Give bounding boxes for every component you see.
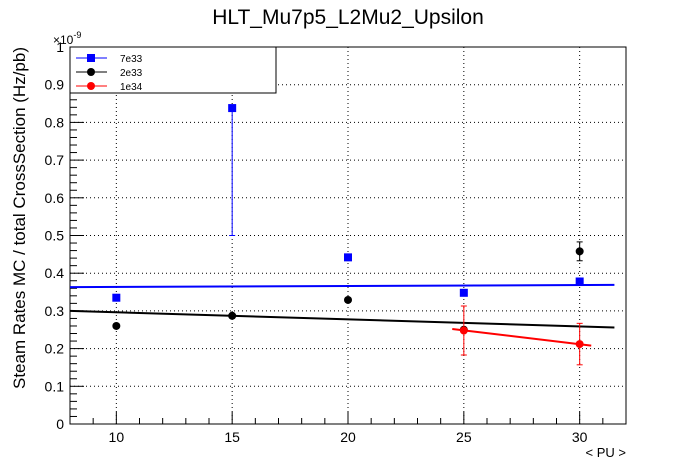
y-tick-label: 1: [56, 39, 64, 55]
data-point: [459, 326, 468, 335]
y-tick-label: 0: [56, 416, 64, 432]
legend-label: 1e34: [120, 82, 143, 93]
x-tick-label: 25: [456, 429, 472, 445]
y-tick-label: 0.6: [45, 190, 65, 206]
fit-line: [69, 283, 615, 289]
x-tick-label: 15: [224, 429, 240, 445]
y-tick-label: 0.7: [45, 152, 65, 168]
data-point: [575, 340, 584, 349]
y-axis-label: Steam Rates MC / total CrossSection (Hz/…: [10, 47, 29, 389]
y-tick-label: 0.9: [45, 77, 65, 93]
data-point: [228, 104, 237, 113]
y-tick-label: 0.5: [45, 228, 65, 244]
legend-marker: [87, 82, 95, 90]
legend-marker: [87, 54, 95, 62]
y-axis-multiplier-base: ×10: [53, 33, 74, 47]
y-tick-label: 0.2: [45, 341, 65, 357]
fit-line: [69, 309, 615, 329]
y-tick-label: 0.8: [45, 114, 65, 130]
data-point: [228, 311, 237, 320]
fit-line: [452, 328, 592, 347]
data-point: [344, 295, 352, 304]
y-axis-multiplier: ×10-9: [53, 30, 81, 47]
x-axis-label: < PU >: [586, 445, 626, 460]
legend-label: 2e33: [120, 68, 143, 79]
axes: 0 0.1 0.2 0.3 0.4 0.5 0.6 0.7 0.8 0.9 1 10 15 20 25 30: [45, 39, 627, 445]
y-tick-label: 0.1: [45, 378, 65, 394]
y-axis-multiplier-exponent: -9: [73, 30, 81, 40]
chart-title: HLT_Mu7p5_L2Mu2_Upsilon: [212, 6, 484, 29]
y-tick-label: 0.3: [45, 303, 65, 319]
data-point: [344, 253, 352, 262]
y-tick-label: 0.4: [45, 265, 65, 281]
data-points: [112, 104, 584, 366]
legend: 7e33 2e33 1e34: [69, 46, 277, 94]
data-point: [112, 293, 121, 302]
legend-label: 7e33: [120, 54, 143, 65]
data-point: [112, 321, 121, 330]
data-point: [459, 288, 468, 297]
legend-box: [69, 46, 277, 94]
x-tick-label: 10: [109, 429, 125, 445]
legend-marker: [87, 68, 95, 76]
x-tick-label: 30: [572, 429, 588, 445]
fit-lines: [69, 283, 615, 347]
data-point: [575, 277, 584, 286]
x-tick-label: 20: [340, 429, 356, 445]
data-point: [575, 247, 584, 256]
